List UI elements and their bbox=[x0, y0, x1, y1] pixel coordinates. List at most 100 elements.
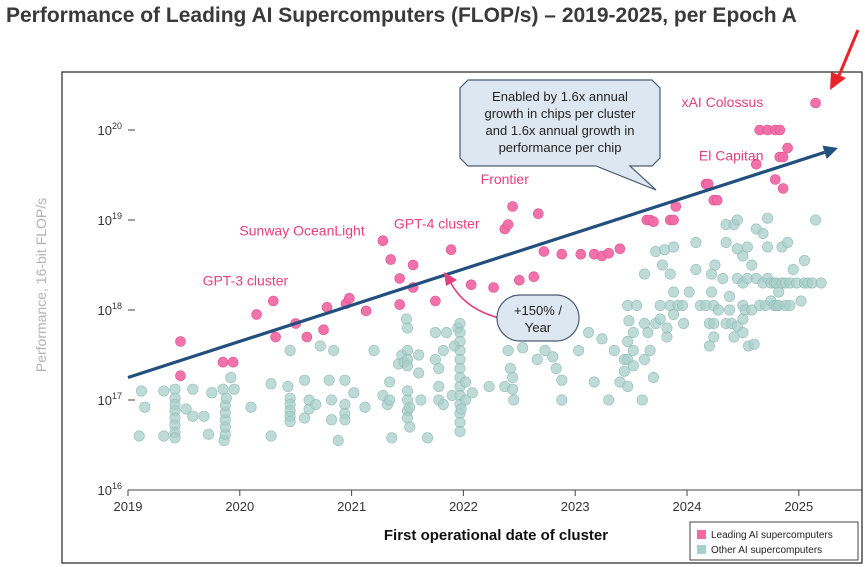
other-point bbox=[784, 299, 796, 311]
other-point bbox=[728, 331, 740, 343]
other-point bbox=[654, 313, 666, 325]
other-point bbox=[198, 410, 210, 422]
trend-callout-line-4: performance per chip bbox=[499, 140, 622, 155]
rate-callout-line-1: +150% / bbox=[514, 303, 562, 318]
other-point bbox=[618, 365, 630, 377]
other-point bbox=[133, 430, 145, 442]
other-point bbox=[737, 326, 749, 338]
other-point bbox=[368, 344, 380, 356]
leading-point bbox=[782, 142, 793, 154]
other-point bbox=[203, 428, 215, 440]
other-point bbox=[384, 394, 396, 406]
other-point bbox=[139, 401, 151, 413]
other-point bbox=[323, 374, 335, 386]
other-point bbox=[656, 259, 668, 271]
other-point bbox=[678, 317, 690, 329]
leading-series bbox=[175, 97, 821, 382]
other-point bbox=[187, 410, 199, 422]
x-axis-ticks: 2019 2020 2021 2022 2023 2024 2025 bbox=[114, 490, 813, 514]
leading-point bbox=[377, 235, 389, 246]
annotation-frontier: Frontier bbox=[481, 171, 530, 187]
other-point bbox=[454, 425, 466, 437]
other-point bbox=[782, 237, 794, 249]
leading-point bbox=[430, 295, 441, 307]
point-annotations: xAI Colossus El Capitan Frontier GPT-4 clus… bbox=[203, 94, 764, 289]
other-point bbox=[703, 340, 715, 352]
other-point bbox=[795, 295, 807, 307]
trend-callout-line-2: growth in chips per cluster bbox=[484, 106, 636, 121]
other-point bbox=[644, 344, 656, 356]
other-point bbox=[466, 387, 478, 399]
other-point bbox=[359, 401, 371, 413]
other-point bbox=[731, 214, 743, 226]
other-point bbox=[502, 344, 514, 356]
leading-point bbox=[465, 279, 477, 291]
other-point bbox=[676, 299, 688, 311]
plot-frame bbox=[61, 71, 863, 564]
other-point bbox=[573, 344, 585, 356]
other-point bbox=[225, 371, 237, 383]
leading-point bbox=[394, 273, 406, 284]
other-point bbox=[314, 340, 326, 352]
other-point bbox=[437, 344, 449, 356]
annotation-gpt3: GPT-3 cluster bbox=[203, 273, 289, 289]
leading-point bbox=[267, 295, 279, 307]
other-point bbox=[517, 342, 529, 354]
other-point bbox=[339, 414, 351, 426]
legend-swatch-leading bbox=[697, 530, 706, 539]
leading-point bbox=[769, 174, 781, 185]
other-point bbox=[401, 412, 413, 424]
other-point bbox=[737, 313, 749, 325]
other-point bbox=[460, 376, 472, 388]
leading-point bbox=[507, 201, 518, 212]
leading-point bbox=[603, 248, 615, 259]
other-point bbox=[429, 326, 441, 338]
leading-point bbox=[528, 271, 540, 283]
legend-swatch-other bbox=[697, 545, 706, 554]
legend-box bbox=[689, 521, 859, 561]
leading-point bbox=[513, 274, 525, 286]
other-point bbox=[815, 277, 827, 289]
leading-point bbox=[301, 331, 313, 343]
other-point bbox=[622, 335, 634, 347]
other-point bbox=[135, 385, 147, 397]
y-tick-label: 1019 bbox=[98, 211, 122, 228]
other-point bbox=[650, 246, 662, 258]
other-point bbox=[299, 374, 311, 386]
legend-label-leading: Leading AI supercomputers bbox=[711, 530, 833, 541]
trend-callout: Enabled by 1.6x annual growth in chips p… bbox=[459, 79, 661, 191]
other-point bbox=[810, 214, 822, 226]
leading-point bbox=[227, 356, 239, 368]
other-point bbox=[413, 349, 425, 361]
other-point bbox=[757, 228, 769, 240]
other-point bbox=[404, 401, 416, 413]
other-point bbox=[158, 385, 170, 397]
other-point bbox=[668, 241, 680, 253]
leading-point bbox=[360, 305, 372, 317]
other-point bbox=[690, 237, 702, 249]
leading-point bbox=[538, 246, 550, 257]
x-axis-label: First operational date of cluster bbox=[384, 527, 608, 544]
other-point bbox=[531, 353, 543, 365]
y-tick-label: 1018 bbox=[98, 301, 122, 318]
other-point bbox=[413, 367, 425, 379]
other-point bbox=[627, 326, 639, 338]
other-series bbox=[133, 212, 827, 446]
y-tick-label: 1016 bbox=[98, 481, 122, 498]
other-point bbox=[187, 383, 199, 395]
y-axis-label: Performance, 16-bit FLOP/s bbox=[33, 198, 49, 372]
leading-point bbox=[777, 183, 789, 194]
other-point bbox=[603, 394, 615, 406]
other-point bbox=[642, 326, 654, 338]
leading-point bbox=[502, 219, 514, 230]
other-point bbox=[299, 412, 311, 424]
leading-point bbox=[711, 194, 723, 206]
other-point bbox=[404, 421, 416, 433]
y-tick-label: 1017 bbox=[98, 391, 122, 408]
leading-point bbox=[774, 124, 786, 136]
x-tick-label: 2021 bbox=[337, 499, 366, 514]
x-tick-label: 2020 bbox=[225, 499, 254, 514]
leading-point bbox=[614, 243, 626, 255]
rate-callout: +150% / Year bbox=[444, 272, 580, 342]
